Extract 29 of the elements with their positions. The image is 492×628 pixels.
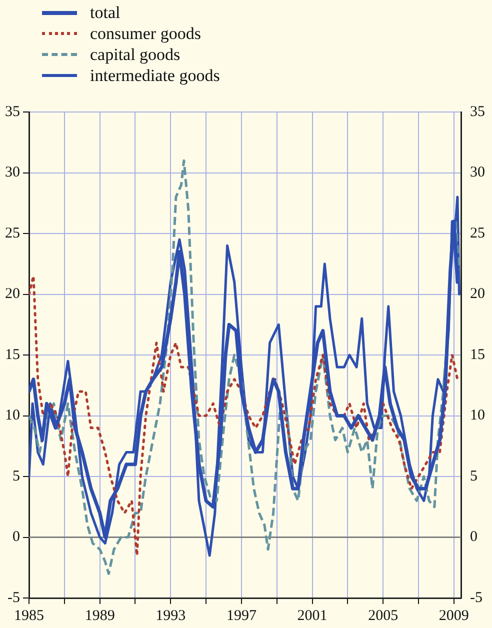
y-tick-label: 25	[5, 225, 20, 242]
y2-tick-label: 35	[470, 104, 485, 120]
x-tick-label: 1985	[14, 608, 44, 624]
legend-label: total	[90, 2, 120, 22]
y2-tick-label: 5	[470, 468, 478, 484]
x-tick-label: 1989	[84, 608, 115, 624]
x-tick-label: 1993	[156, 608, 186, 624]
y2-tick-label: 30	[470, 164, 485, 181]
y2-tick-label: 15	[470, 346, 485, 363]
x-tick-label: 2005	[368, 608, 398, 624]
x-tick-label: 2001	[297, 608, 328, 624]
y-tick-label: 0	[12, 529, 20, 546]
y2-tick-label: -5	[470, 590, 482, 606]
legend-label: intermediate goods	[90, 66, 220, 86]
y-tick-label: -5	[8, 590, 20, 606]
y-tick-label: 5	[12, 468, 20, 484]
x-tick-label: 1997	[226, 608, 257, 624]
legend-label: capital goods	[90, 44, 180, 64]
y-tick-label: 10	[5, 408, 20, 424]
y2-tick-label: 20	[470, 286, 485, 302]
y2-tick-label: 10	[470, 408, 485, 424]
x-tick-label: 2009	[438, 608, 469, 624]
y-tick-label: 15	[5, 346, 20, 363]
y-tick-label: 30	[5, 164, 20, 181]
y2-tick-label: 25	[470, 225, 485, 242]
legend-label: consumer goods	[90, 24, 201, 44]
y-tick-label: 35	[5, 104, 20, 120]
y2-tick-label: 0	[470, 529, 478, 546]
y-tick-label: 20	[5, 286, 20, 302]
